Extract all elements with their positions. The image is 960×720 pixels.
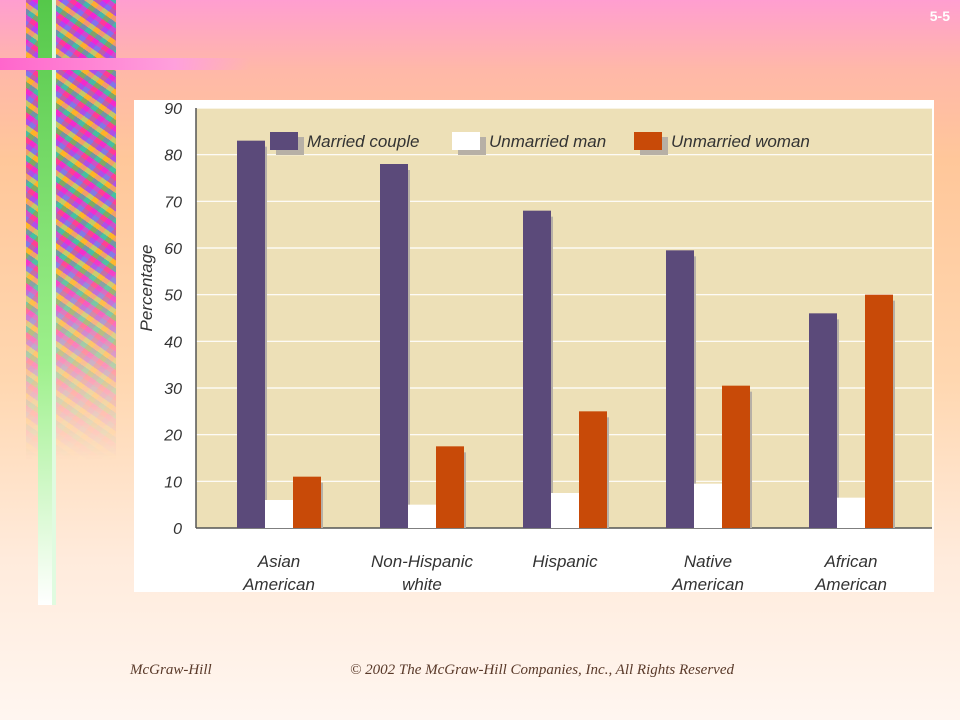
decorative-green-stripe	[52, 0, 56, 605]
y-tick-label: 70	[164, 194, 182, 211]
x-tick-label: Asian	[257, 552, 301, 571]
x-tick-label: American	[814, 575, 887, 592]
y-axis-label: Percentage	[137, 245, 156, 332]
legend-label: Unmarried man	[489, 132, 606, 151]
y-tick-label: 30	[164, 381, 182, 398]
unmarried-woman-bar	[865, 294, 893, 528]
decorative-green-bar	[38, 0, 52, 605]
y-tick-label: 50	[164, 288, 182, 305]
decorative-pink-bar	[0, 58, 250, 70]
footer-publisher: McGraw-Hill	[130, 662, 212, 678]
y-tick-label: 0	[173, 521, 182, 538]
unmarried-man-bar	[694, 483, 722, 528]
unmarried-man-bar	[408, 504, 436, 528]
legend-swatch	[634, 132, 662, 150]
unmarried-man-bar	[551, 493, 579, 528]
married-couple-bar	[523, 210, 551, 528]
unmarried-woman-bar	[436, 446, 464, 528]
legend-swatch	[270, 132, 298, 150]
y-tick-label: 60	[164, 241, 182, 258]
married-couple-bar	[380, 164, 408, 528]
x-tick-label: Native	[684, 552, 732, 571]
unmarried-woman-bar	[722, 385, 750, 528]
x-tick-label: American	[671, 575, 744, 592]
married-couple-bar	[809, 313, 837, 528]
married-couple-bar	[666, 250, 694, 529]
y-tick-label: 10	[164, 474, 182, 491]
legend-swatch	[452, 132, 480, 150]
married-couple-bar	[237, 140, 265, 528]
footer-copyright: © 2002 The McGraw-Hill Companies, Inc., …	[350, 662, 734, 678]
y-tick-label: 80	[164, 148, 182, 165]
y-tick-label: 90	[164, 101, 182, 118]
x-tick-label: Non-Hispanic	[371, 552, 474, 571]
x-tick-label: Hispanic	[532, 552, 598, 571]
chart: 0 10 20 30 40 50 60 70 80 90 Percentage Asian Americ…	[134, 100, 934, 592]
unmarried-man-bar	[837, 497, 865, 528]
y-tick-label: 20	[163, 428, 182, 445]
x-tick-label: American	[242, 575, 315, 592]
x-tick-label: white	[402, 575, 442, 592]
unmarried-man-bar	[265, 500, 293, 528]
legend-label: Married couple	[307, 132, 419, 151]
legend-label: Unmarried woman	[671, 132, 810, 151]
y-tick-label: 40	[164, 334, 182, 351]
unmarried-woman-bar	[579, 411, 607, 528]
x-tick-label: African	[824, 552, 878, 571]
unmarried-woman-bar	[293, 476, 321, 528]
slide-number: 5-5	[929, 8, 950, 24]
